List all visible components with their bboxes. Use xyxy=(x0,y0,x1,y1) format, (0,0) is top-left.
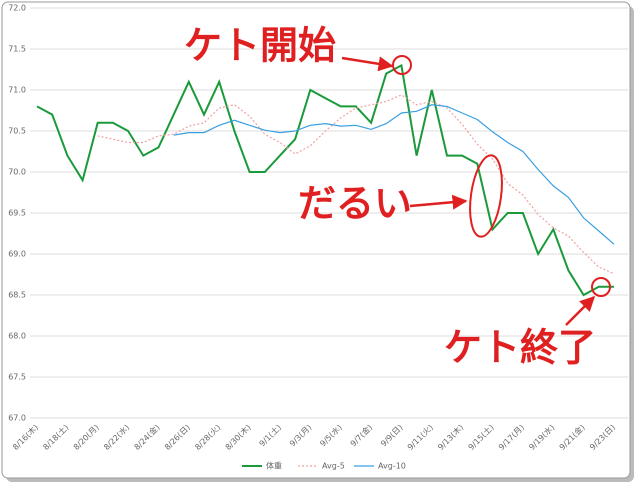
y-tick-label: 72.0 xyxy=(8,4,26,13)
annotation: ケト終了 xyxy=(444,326,596,370)
y-tick-label: 67.0 xyxy=(8,414,26,423)
y-tick-label: 68.0 xyxy=(8,332,26,341)
series-line xyxy=(173,104,615,245)
annotation: だるい xyxy=(298,182,412,226)
series-line xyxy=(36,63,614,297)
circle xyxy=(591,277,611,297)
legend-label: Avg-10 xyxy=(378,462,406,471)
y-tick-label: 69.0 xyxy=(8,250,26,259)
frame xyxy=(1,1,631,479)
y-tick-label: 70.5 xyxy=(8,127,26,136)
legend-label: Avg-5 xyxy=(322,462,345,471)
y-tick-label: 67.5 xyxy=(8,373,26,382)
circle xyxy=(469,154,503,238)
arrow xyxy=(409,194,468,210)
arrow xyxy=(341,56,394,72)
y-tick-label: 69.5 xyxy=(8,209,26,218)
arrow xyxy=(565,295,596,326)
y-tick-label: 71.5 xyxy=(8,45,26,54)
y-tick-label: 71.0 xyxy=(8,86,26,95)
y-tick-label: 68.5 xyxy=(8,291,26,300)
y-tick-label: 70.0 xyxy=(8,168,26,177)
series-line xyxy=(97,94,615,275)
legend-label: 体重 xyxy=(266,461,282,471)
circle xyxy=(392,55,412,75)
annotation: ケト開始 xyxy=(184,24,336,68)
